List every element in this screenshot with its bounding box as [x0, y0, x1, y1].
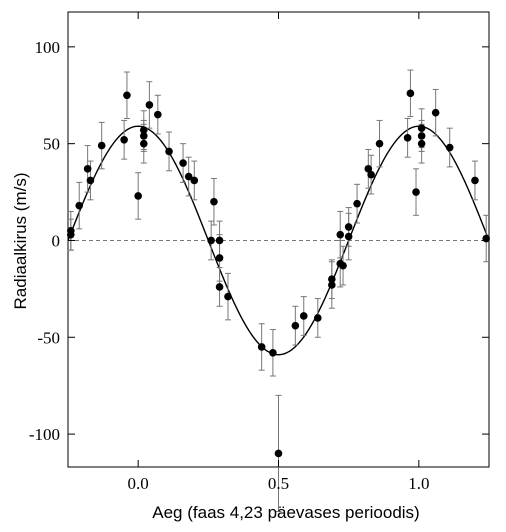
- x-tick-label: 0.0: [128, 474, 149, 493]
- data-point: [339, 261, 347, 270]
- data-point: [145, 101, 154, 109]
- y-tick-label: -100: [29, 425, 60, 444]
- data-point: [471, 176, 479, 185]
- data-point: [431, 108, 440, 117]
- x-axis-label: Aeg (faas 4,23 päevases perioodis): [152, 503, 419, 522]
- data-point: [134, 192, 142, 200]
- data-point: [75, 201, 84, 210]
- data-point: [154, 110, 162, 119]
- data-point: [179, 159, 187, 167]
- data-point: [190, 176, 199, 185]
- y-axis-ticks: -100 -50 0 50 100: [29, 38, 489, 444]
- data-point: [403, 134, 412, 142]
- data-point: [139, 132, 148, 140]
- data-point: [224, 292, 232, 301]
- x-axis-ticks: 0.0 0.5 1.0: [128, 12, 429, 493]
- data-point: [445, 143, 454, 152]
- data-point: [328, 275, 336, 283]
- data-point: [299, 312, 308, 320]
- data-points: [67, 89, 490, 458]
- data-point: [184, 172, 193, 181]
- data-point: [364, 165, 373, 173]
- data-point: [257, 343, 266, 351]
- data-point: [412, 188, 420, 196]
- data-point: [215, 254, 224, 262]
- data-point: [344, 223, 353, 231]
- data-point: [482, 234, 490, 243]
- y-tick-label: 100: [35, 38, 61, 57]
- x-tick-label: 0.5: [268, 474, 289, 493]
- error-bars: [67, 69, 490, 513]
- data-point: [274, 449, 283, 458]
- y-tick-label: 0: [52, 231, 61, 250]
- data-point: [207, 236, 215, 245]
- data-point: [97, 141, 106, 150]
- data-point: [313, 314, 322, 322]
- data-point: [417, 124, 426, 132]
- data-point: [336, 230, 345, 239]
- data-point: [139, 139, 148, 148]
- y-tick-label: 50: [43, 135, 60, 154]
- data-point: [67, 230, 75, 239]
- data-point: [215, 283, 224, 291]
- data-point: [406, 89, 415, 98]
- data-point: [86, 176, 95, 185]
- data-point: [120, 135, 128, 144]
- data-point: [269, 348, 277, 357]
- data-point: [291, 321, 300, 330]
- data-point: [215, 236, 224, 245]
- data-point: [83, 165, 92, 173]
- y-axis-label: Radiaalkirus (m/s): [11, 173, 30, 310]
- y-tick-label: -50: [37, 328, 60, 347]
- data-point: [417, 139, 426, 148]
- data-point: [165, 147, 173, 156]
- x-tick-label: 1.0: [408, 474, 429, 493]
- data-point: [375, 139, 384, 148]
- data-point: [367, 170, 375, 179]
- data-point: [210, 197, 218, 206]
- data-point: [139, 126, 148, 134]
- data-point: [344, 232, 353, 241]
- data-point: [417, 132, 426, 140]
- data-point: [328, 281, 336, 289]
- data-point: [353, 199, 361, 208]
- data-point: [123, 91, 131, 100]
